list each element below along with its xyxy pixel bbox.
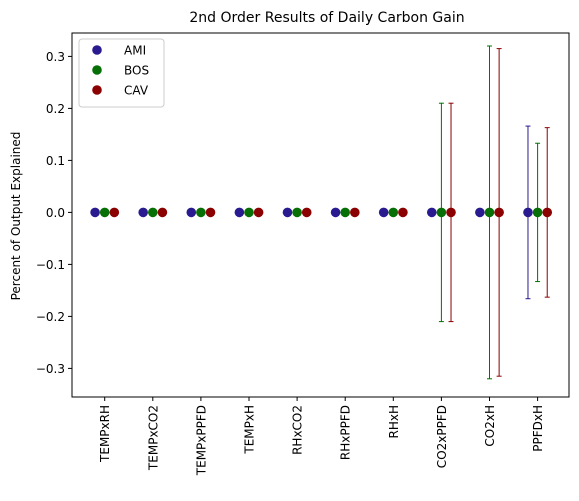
legend: AMI BOS CAV xyxy=(78,38,165,108)
data-point-ami xyxy=(475,207,485,218)
data-point-ami xyxy=(90,207,100,218)
data-point-bos xyxy=(196,207,206,218)
data-point-ami xyxy=(378,207,389,218)
data-point-bos xyxy=(99,207,110,218)
data-point-ami xyxy=(426,207,437,218)
legend-marker-bos xyxy=(92,65,102,75)
data-point-bos xyxy=(148,207,158,218)
legend-marker-cav xyxy=(92,85,102,95)
data-point-cav xyxy=(446,207,456,218)
x-tick-label: CO2xH xyxy=(483,405,497,447)
data-point-bos xyxy=(388,207,399,218)
legend-label: AMI xyxy=(124,44,146,58)
data-point-cav xyxy=(398,207,408,218)
data-point-ami xyxy=(234,207,245,218)
data-point-bos xyxy=(436,207,447,218)
x-tick-label: TEMPxCO2 xyxy=(146,405,160,471)
y-tick-label: −0.1 xyxy=(36,258,65,272)
data-point-cav xyxy=(205,207,216,218)
x-tick-label: CO2xPPFD xyxy=(435,405,449,468)
data-point-bos xyxy=(340,207,351,218)
legend-label: CAV xyxy=(124,84,149,98)
y-tick-label: 0.0 xyxy=(46,206,65,220)
y-tick-label: 0.1 xyxy=(46,154,65,168)
legend-marker-ami xyxy=(92,45,102,55)
data-point-bos xyxy=(292,207,302,218)
x-tick-label: PPFDxH xyxy=(531,405,545,452)
data-point-cav xyxy=(157,207,168,218)
y-tick-label: −0.3 xyxy=(36,362,65,376)
y-tick-label: 0.2 xyxy=(46,102,65,116)
data-point-cav xyxy=(109,207,120,218)
data-point-ami xyxy=(282,207,293,218)
data-point-ami xyxy=(330,207,341,218)
plot-frame xyxy=(71,32,570,398)
x-tick-label: TEMPxRH xyxy=(98,405,112,463)
chart-title: 2nd Order Results of Daily Carbon Gain xyxy=(189,10,464,26)
x-tick-label: RHxH xyxy=(387,405,401,439)
x-tick-label: RHxPPFD xyxy=(339,405,353,460)
x-tick-label: TEMPxPPFD xyxy=(194,405,208,476)
data-point-bos xyxy=(532,207,543,218)
y-tick-label: −0.2 xyxy=(36,310,65,324)
data-point-cav xyxy=(494,207,504,218)
legend-label: BOS xyxy=(124,64,149,78)
data-point-ami xyxy=(523,207,533,218)
data-point-cav xyxy=(301,207,312,218)
data-point-ami xyxy=(138,207,148,218)
y-axis-label: Percent of Output Explained xyxy=(9,132,23,301)
data-point-cav xyxy=(350,207,360,218)
x-tick-label: RHxCO2 xyxy=(291,405,305,455)
legend-box xyxy=(78,38,165,108)
data-point-cav xyxy=(253,207,264,218)
y-tick-label: 0.3 xyxy=(46,50,65,64)
data-point-ami xyxy=(186,207,197,218)
data-point-bos xyxy=(244,207,254,218)
data-point-cav xyxy=(542,207,553,218)
x-tick-label: TEMPxH xyxy=(243,405,257,455)
data-point-bos xyxy=(484,207,495,218)
